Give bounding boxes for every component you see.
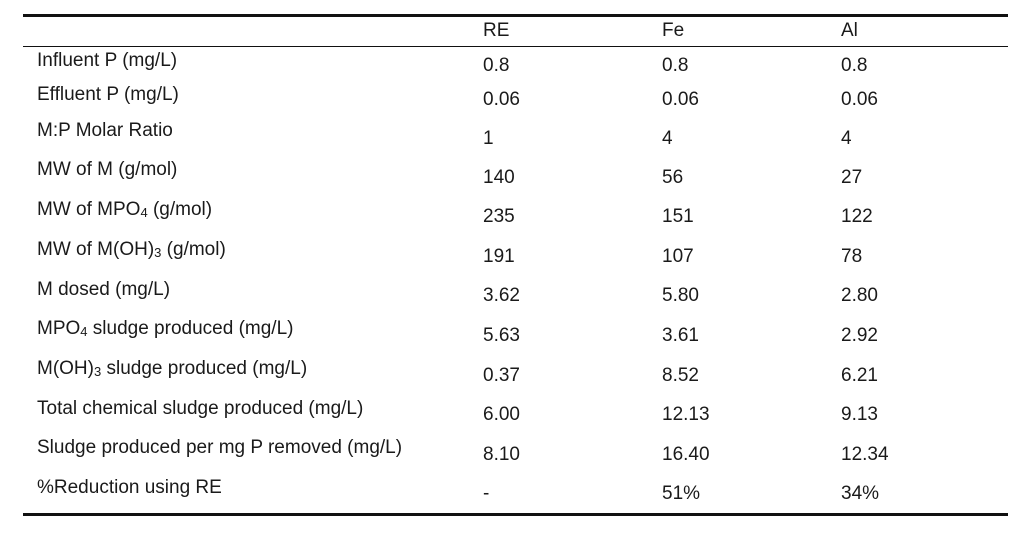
row-label-subscript: 4 xyxy=(140,205,148,220)
cell-fe: 12.13 xyxy=(662,404,710,425)
row-label-text: MW of MPO xyxy=(37,199,141,220)
cell-re: 1 xyxy=(483,128,494,149)
cell-fe: 151 xyxy=(662,206,694,227)
row-label-suffix: (g/mol) xyxy=(147,199,213,220)
cell-al: 2.92 xyxy=(841,325,878,346)
cell-re: 8.10 xyxy=(483,444,520,465)
cell-al: 12.34 xyxy=(841,444,889,465)
row-label-text: Effluent P (mg/L) xyxy=(37,84,179,105)
table-bottom-rule xyxy=(23,513,1008,516)
row-label-suffix: (g/mol) xyxy=(161,239,226,260)
cell-al: 34% xyxy=(841,483,880,504)
row-label: %Reduction using RE xyxy=(37,477,222,499)
cell-fe: 8.52 xyxy=(662,365,699,386)
row-label: MPO4 sludge produced (mg/L) xyxy=(37,318,293,343)
row-label: M:P Molar Ratio xyxy=(37,120,173,142)
cell-fe: 5.80 xyxy=(662,285,699,306)
cell-re: 0.37 xyxy=(483,365,520,386)
cell-fe: 4 xyxy=(662,128,673,149)
cell-al: 4 xyxy=(841,128,852,149)
row-label-suffix: sludge produced (mg/L) xyxy=(87,318,294,339)
cell-fe: 16.40 xyxy=(662,444,710,465)
cell-re: 5.63 xyxy=(483,325,520,346)
cell-al: 0.06 xyxy=(841,89,878,110)
row-label-subscript: 3 xyxy=(93,364,102,379)
cell-fe: 0.06 xyxy=(662,89,699,110)
row-label-subscript: 3 xyxy=(154,245,162,260)
cell-al: 6.21 xyxy=(841,365,878,386)
cell-re: 191 xyxy=(483,246,515,267)
cell-al: 0.8 xyxy=(841,55,868,76)
table-header-rule xyxy=(23,46,1008,47)
row-label-suffix: sludge produced (mg/L) xyxy=(101,358,308,379)
cell-re: 235 xyxy=(483,206,515,227)
row-label-text: %Reduction using RE xyxy=(37,477,222,498)
row-label: M dosed (mg/L) xyxy=(37,279,170,301)
row-label-text: M(OH) xyxy=(37,358,94,379)
cell-re: - xyxy=(483,483,490,504)
cell-fe: 51% xyxy=(662,483,701,504)
row-label-text: Total chemical sludge produced (mg/L) xyxy=(37,398,364,419)
cell-al: 2.80 xyxy=(841,285,878,306)
row-label: Influent P (mg/L) xyxy=(37,50,177,72)
row-label-subscript: 4 xyxy=(80,324,88,339)
cell-fe: 56 xyxy=(662,167,684,188)
row-label: Total chemical sludge produced (mg/L) xyxy=(37,398,363,420)
cell-al: 27 xyxy=(841,167,863,188)
cell-re: 6.00 xyxy=(483,404,520,425)
row-label: MW of MPO4 (g/mol) xyxy=(37,199,212,224)
header-re: RE xyxy=(483,20,510,41)
cell-al: 9.13 xyxy=(841,404,878,425)
row-label: MW of M(OH)3 (g/mol) xyxy=(37,239,226,264)
cell-al: 122 xyxy=(841,206,873,227)
table-top-rule xyxy=(23,14,1008,17)
cell-fe: 107 xyxy=(662,246,694,267)
cell-al: 78 xyxy=(841,246,863,267)
row-label-text: MW of M(OH) xyxy=(37,239,155,260)
header-fe: Fe xyxy=(662,20,685,41)
cell-re: 3.62 xyxy=(483,285,520,306)
cell-fe: 0.8 xyxy=(662,55,689,76)
row-label-text: Sludge produced per mg P removed (mg/L) xyxy=(37,437,403,458)
row-label-text: M dosed (mg/L) xyxy=(37,279,171,300)
row-label-text: Influent P (mg/L) xyxy=(37,50,178,71)
cell-re: 0.06 xyxy=(483,89,520,110)
cell-fe: 3.61 xyxy=(662,325,699,346)
row-label: Sludge produced per mg P removed (mg/L) xyxy=(37,437,402,459)
header-al: Al xyxy=(841,20,858,41)
cell-re: 140 xyxy=(483,167,515,188)
row-label-text: M:P Molar Ratio xyxy=(37,120,173,141)
row-label-text: MPO xyxy=(37,318,81,339)
row-label: M(OH)3 sludge produced (mg/L) xyxy=(37,358,307,383)
row-label-text: MW of M (g/mol) xyxy=(37,159,178,180)
cell-re: 0.8 xyxy=(483,55,510,76)
row-label: MW of M (g/mol) xyxy=(37,159,177,181)
row-label: Effluent P (mg/L) xyxy=(37,84,179,106)
